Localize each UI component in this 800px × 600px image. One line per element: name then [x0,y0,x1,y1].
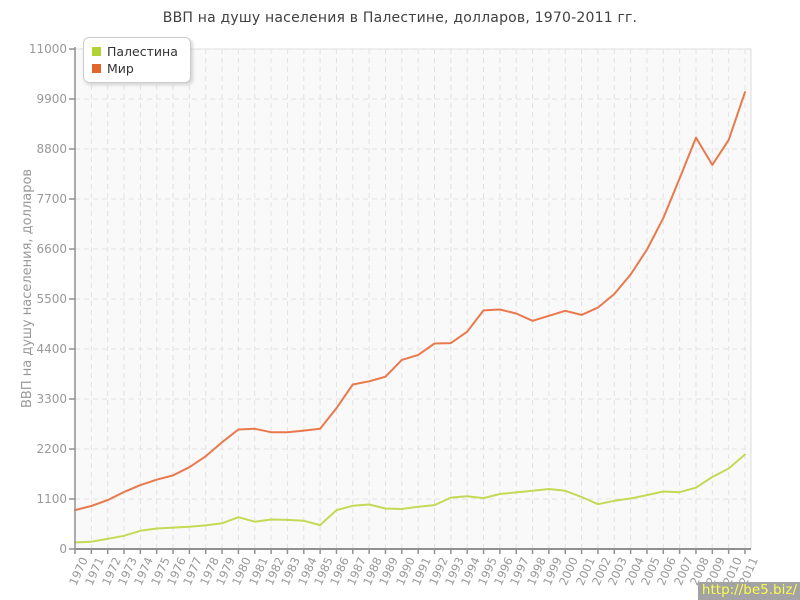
chart-title: ВВП на душу населения в Палестине, долла… [162,10,638,26]
legend-label-world: Мир [107,61,134,76]
y-tick-label: 11000 [28,42,67,56]
watermark-link[interactable]: http://be5.biz/ [697,582,800,600]
legend-item-world: Мир [92,60,178,77]
legend-item-palestine: Палестина [92,43,178,60]
y-tick-label: 1100 [36,492,67,506]
legend-label-palestine: Палестина [107,44,178,59]
y-tick-label: 6600 [36,242,67,256]
legend: Палестина Мир [83,37,191,83]
y-tick-label: 7700 [36,192,67,206]
legend-swatch-palestine-icon [92,47,101,56]
legend-swatch-world-icon [92,64,101,73]
y-tick-label: 2200 [36,442,67,456]
y-tick-label: 8800 [36,142,67,156]
series-line-palestine [74,453,746,544]
y-tick-label: 3300 [36,392,67,406]
series-line-world [74,91,746,512]
y-tick-label: 4400 [36,342,67,356]
y-tick-label: 9900 [36,92,67,106]
y-tick-label: 5500 [36,292,67,306]
y-tick-label: 0 [59,542,67,556]
